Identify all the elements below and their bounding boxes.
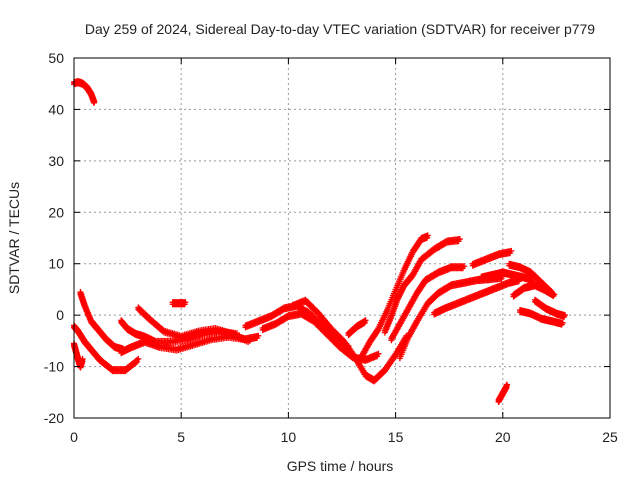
series-arc-b — [71, 340, 86, 371]
plot-frame — [73, 57, 611, 419]
data-point — [135, 355, 142, 362]
data-point — [559, 319, 566, 326]
plot-background — [74, 58, 610, 418]
data-point — [508, 247, 515, 254]
y-tick-label: -10 — [44, 359, 64, 375]
data-point — [504, 381, 511, 388]
data-point — [182, 299, 189, 306]
series-arc-o — [388, 263, 468, 344]
series-arc-u — [510, 281, 558, 300]
series-arc-c — [71, 322, 142, 375]
x-tick-label: 10 — [281, 429, 297, 445]
x-axis-ticks: 0 5 10 15 20 25 — [70, 58, 618, 445]
y-tick-label: 20 — [48, 204, 64, 220]
series-arc-x — [495, 381, 511, 405]
data-point — [375, 350, 382, 357]
x-axis-label: GPS time / hours — [287, 458, 394, 474]
y-tick-label: 0 — [56, 307, 64, 323]
data-point — [561, 312, 568, 319]
x-tick-label: 0 — [70, 429, 78, 445]
series-arc-h — [169, 299, 189, 308]
data-point — [362, 317, 369, 324]
x-tick-label: 20 — [495, 429, 511, 445]
y-tick-label: -20 — [44, 410, 64, 426]
series-arc-n — [381, 236, 463, 336]
series-arc-w — [531, 296, 568, 320]
series-arc-l — [345, 317, 369, 339]
data-point — [461, 263, 468, 270]
data-point — [374, 328, 381, 335]
data-point — [134, 358, 141, 365]
data-point — [132, 359, 139, 366]
y-axis-ticks: -20 -10 0 10 20 30 40 50 — [44, 50, 610, 426]
data-point — [551, 291, 558, 298]
x-tick-label: 5 — [177, 429, 185, 445]
data-series — [71, 78, 568, 405]
x-tick-label: 15 — [388, 429, 404, 445]
y-tick-label: 40 — [48, 101, 64, 117]
x-tick-label: 25 — [602, 429, 618, 445]
y-tick-label: 10 — [48, 256, 64, 272]
y-axis-label: SDTVAR / TECUs — [6, 182, 22, 294]
series-arc-m — [358, 232, 431, 362]
series-arc-g — [135, 304, 253, 346]
series-arc-r — [469, 247, 515, 269]
data-point — [424, 232, 431, 239]
data-point — [246, 337, 253, 344]
data-point — [79, 355, 86, 362]
y-tick-label: 50 — [48, 50, 64, 66]
series-arc-q — [431, 276, 523, 318]
chart-title: Day 259 of 2024, Sidereal Day-to-day VTE… — [85, 21, 595, 37]
data-point — [91, 98, 98, 105]
data-point — [456, 236, 463, 243]
series-arc-v — [516, 307, 566, 328]
data-point — [255, 332, 262, 339]
y-tick-label: 30 — [48, 153, 64, 169]
